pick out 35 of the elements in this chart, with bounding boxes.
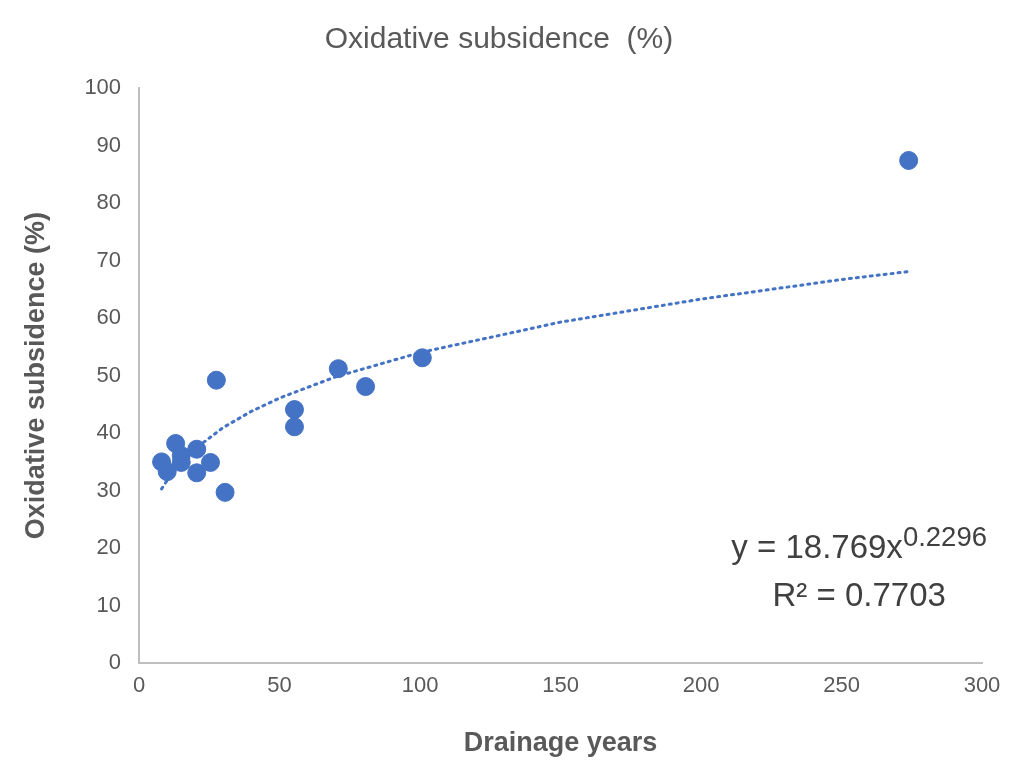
x-tick-label: 0 (132, 672, 146, 698)
point (328, 359, 348, 379)
y-axis-title: Oxidative subsidence (%) (19, 212, 50, 540)
y-tick-label: 20 (96, 534, 122, 560)
y-tick-label: 10 (96, 591, 122, 617)
x-tick-label: 200 (682, 672, 720, 698)
point (284, 417, 304, 437)
point (200, 452, 220, 472)
point (187, 439, 207, 459)
chart-title: Oxidative subsidence (%) (324, 21, 674, 55)
point (187, 463, 207, 483)
point (284, 400, 304, 420)
annotation: R² = 0.7703 (771, 575, 947, 615)
y-tick-label: 100 (84, 74, 122, 100)
x-axis-title: Drainage years (463, 727, 658, 758)
y-tick-label: 0 (108, 649, 122, 675)
point (356, 377, 376, 397)
y-tick-label: 80 (96, 189, 122, 215)
y-tick-label: 30 (96, 476, 122, 502)
y-tick-label: 70 (96, 246, 122, 272)
x-tick-label: 300 (963, 672, 1001, 698)
point (412, 348, 432, 368)
point (215, 482, 235, 502)
y-tick-label: 40 (96, 419, 122, 445)
point (157, 462, 177, 482)
x-tick-label: 150 (542, 672, 579, 698)
x-tick-label: 100 (401, 672, 439, 698)
y-tick-label: 50 (96, 361, 122, 387)
point (899, 150, 919, 170)
x-tick-label: 50 (267, 672, 292, 698)
y-tick-label: 90 (96, 131, 122, 157)
point (206, 370, 226, 390)
y-tick-label: 60 (96, 304, 122, 330)
x-tick-label: 250 (823, 672, 860, 698)
annotation: y = 18.769x$^{0.2296}$ (731, 520, 987, 567)
